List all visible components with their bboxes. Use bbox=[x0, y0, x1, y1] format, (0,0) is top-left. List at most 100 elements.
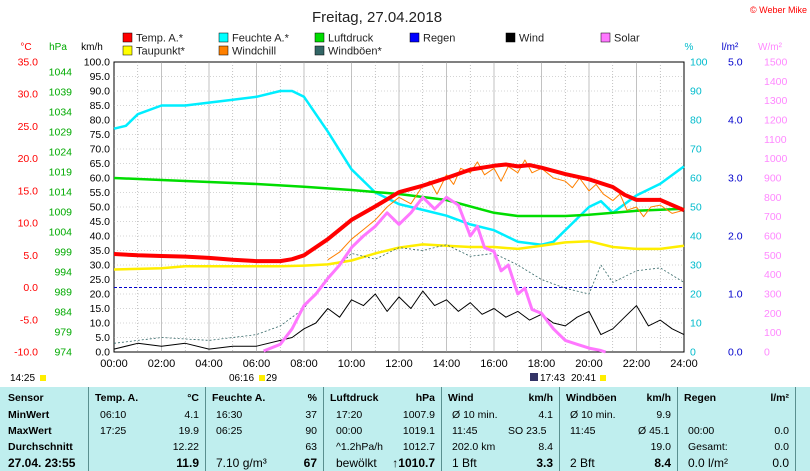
legend: Temp. A.* Feuchte A.* Luftdruck Regen Wind So… bbox=[122, 32, 640, 58]
col-gust bbox=[559, 387, 678, 471]
wind_kmh-tick: 80.0 bbox=[90, 115, 111, 127]
table-cell: SO 23.5 bbox=[508, 425, 547, 437]
solar_wm2-tick: 500 bbox=[764, 250, 782, 262]
table-cell: 202.0 km bbox=[452, 441, 496, 453]
x-tick-label: 10:00 bbox=[338, 358, 366, 370]
series-line bbox=[113, 244, 685, 344]
header-cell: % bbox=[307, 392, 317, 404]
table-row: Durchschnitt 12.22 63 ^1.2hPa/h 1012.7 202.0 … bbox=[0, 439, 810, 455]
solar_wm2-tick: 400 bbox=[764, 269, 782, 281]
legend-label: Taupunkt* bbox=[136, 46, 186, 58]
col-rain bbox=[677, 387, 796, 471]
x-tick-label: 22:00 bbox=[623, 358, 651, 370]
stats-table: Sensor Temp. A. °C Feuchte A.% Luftdruck hPa W… bbox=[0, 387, 810, 471]
wind_kmh-tick: 10.0 bbox=[90, 318, 111, 330]
table-cell: 00:00 bbox=[688, 425, 715, 437]
wind_kmh-tick: 20.0 bbox=[90, 289, 111, 301]
series-line bbox=[327, 159, 685, 261]
header-cell: Wind bbox=[448, 392, 474, 404]
header-cell: Temp. A. bbox=[95, 392, 139, 404]
temp_c-tick: 20.0 bbox=[18, 153, 39, 165]
legend-swatch bbox=[218, 45, 229, 56]
temp_c-tick: 25.0 bbox=[18, 121, 39, 133]
pressure_hpa-tick: 1009 bbox=[49, 207, 73, 219]
axis-ticks: 35.0 30.0 25.0 20.0 15.0 10.0 5.0 0.0 -5.0 -10.0 1… bbox=[14, 57, 787, 371]
table-cell: 11:45 bbox=[570, 425, 596, 437]
legend-label: Windböen* bbox=[328, 46, 383, 58]
rain_lm2-tick: 2.0 bbox=[728, 231, 743, 243]
wind_kmh-tick: 90.0 bbox=[90, 86, 111, 98]
rain_lm2-tick: 0.0 bbox=[728, 347, 743, 359]
table-cell: 1007.9 bbox=[402, 409, 435, 421]
header-cell: Luftdruck bbox=[330, 392, 379, 404]
table-cell: Gesamt: bbox=[688, 441, 728, 453]
legend-swatch bbox=[600, 32, 611, 43]
table-cell: 37 bbox=[305, 409, 317, 421]
table-cell: 16:30 bbox=[216, 409, 243, 421]
table-cell: 4.1 bbox=[538, 409, 553, 421]
temp-unit: °C bbox=[20, 42, 31, 53]
moon-marker bbox=[600, 375, 606, 381]
wind_kmh-tick: 95.0 bbox=[90, 71, 111, 83]
series-line bbox=[113, 89, 685, 246]
legend-label: Regen bbox=[423, 33, 455, 45]
table-cell: 19.9 bbox=[178, 425, 199, 437]
table-row: MaxWert 17:25 19.9 06:25 90 00:00 1019.1 11:45 S… bbox=[0, 423, 810, 439]
humidity_pct-tick: 70 bbox=[690, 144, 702, 156]
temp_c-tick: 5.0 bbox=[23, 250, 38, 262]
table-cell: 9.9 bbox=[656, 409, 671, 421]
humidity_pct-tick: 40 bbox=[690, 231, 702, 243]
legend-swatch bbox=[122, 45, 133, 56]
x-tick-label: 00:00 bbox=[100, 358, 128, 370]
humidity_pct-tick: 90 bbox=[690, 86, 702, 98]
solar_wm2-tick: 600 bbox=[764, 231, 782, 243]
x-tick-label: 16:00 bbox=[480, 358, 508, 370]
axis-units: °C hPa km/h% l/m² W/m² bbox=[20, 42, 782, 53]
row-label: Durchschnitt bbox=[8, 441, 73, 453]
table-cell: 17:20 bbox=[336, 409, 363, 421]
pressure_hpa-tick: 1029 bbox=[49, 127, 73, 139]
table-cell: 11:45 bbox=[452, 425, 478, 437]
wind_kmh-tick: 5.0 bbox=[95, 332, 110, 344]
x-tick-label: 06:00 bbox=[243, 358, 271, 370]
temp_c-tick: 30.0 bbox=[18, 89, 39, 101]
series-line bbox=[263, 195, 607, 354]
rain_lm2-tick: 4.0 bbox=[728, 115, 743, 127]
series-line bbox=[113, 290, 685, 350]
solar_wm2-tick: 1300 bbox=[764, 95, 788, 107]
pressure_hpa-tick: 1039 bbox=[49, 87, 73, 99]
table-cell: 11.9 bbox=[176, 456, 199, 470]
header-cell: Regen bbox=[684, 392, 717, 404]
table-cell: 1019.1 bbox=[402, 425, 435, 437]
table-cell: Ø 10 min. bbox=[570, 409, 616, 421]
series-line bbox=[113, 176, 685, 218]
solar_wm2-tick: 1000 bbox=[764, 153, 788, 165]
pressure_hpa-tick: 1014 bbox=[49, 187, 73, 199]
humidity_pct-tick: 80 bbox=[690, 115, 702, 127]
wind_kmh-tick: 100.0 bbox=[84, 57, 110, 69]
wind_kmh-tick: 25.0 bbox=[90, 274, 111, 286]
solar_wm2-tick: 0 bbox=[764, 347, 770, 359]
legend-swatch bbox=[122, 32, 133, 43]
sunrise-label: 06:16 bbox=[229, 373, 254, 384]
solar_wm2-tick: 300 bbox=[764, 289, 782, 301]
header-cell: Feuchte A. bbox=[212, 392, 266, 404]
pressure_hpa-tick: 989 bbox=[54, 287, 72, 299]
wind_kmh-tick: 60.0 bbox=[90, 173, 111, 185]
solar_wm2-tick: 1400 bbox=[764, 76, 788, 88]
wind_kmh-tick: 50.0 bbox=[90, 202, 111, 214]
sunrise-marker bbox=[259, 375, 265, 381]
temp_c-tick: 10.0 bbox=[18, 218, 39, 230]
weather-chart: Freitag, 27.04.2018 © Weber Mike Temp. A… bbox=[10, 5, 807, 384]
temp_c-tick: 0.0 bbox=[23, 282, 38, 294]
x-tick-label: 12:00 bbox=[385, 358, 413, 370]
header-cell: km/h bbox=[528, 392, 553, 404]
table-cell: 17:25 bbox=[100, 425, 127, 437]
legend-label: Luftdruck bbox=[328, 33, 374, 45]
table-cell: 0.0 bbox=[772, 456, 789, 470]
pressure_hpa-tick: 999 bbox=[54, 247, 72, 259]
col-sensor bbox=[0, 387, 89, 471]
col-pressure bbox=[323, 387, 442, 471]
table-row: 27.04. 23:55 11.9 7.10 g/m³ 67 bewölkt ↑1010.… bbox=[0, 455, 810, 471]
humidity_pct-tick: 100 bbox=[690, 57, 708, 69]
